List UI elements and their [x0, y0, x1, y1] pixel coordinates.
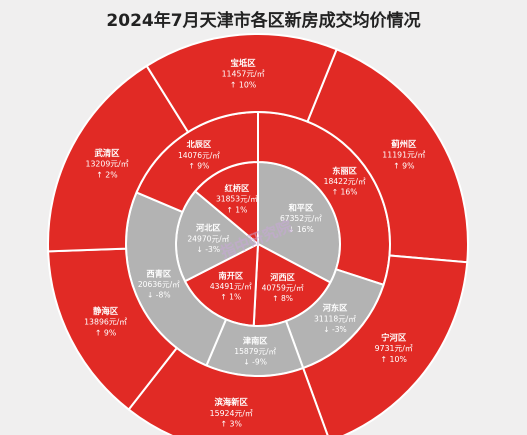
label-outer-3-district: 静海区	[93, 306, 119, 316]
label-inner-2-district: 南开区	[219, 270, 244, 280]
label-outer-1-change: ↑ 10%	[381, 355, 407, 364]
label-middle-0-price: 18422元/㎡	[324, 177, 366, 186]
slice-outer-0	[306, 47, 469, 264]
label-outer-0-district: 蓟州区	[390, 139, 417, 149]
label-outer-5-district: 宝坻区	[231, 58, 257, 68]
label-inner-0-price: 67352元/㎡	[280, 214, 322, 223]
slice-outer-1	[301, 254, 469, 435]
label-inner-1-change: ↑ 8%	[272, 294, 293, 303]
label-inner-4-price: 31853元/㎡	[216, 195, 258, 204]
slices-layer	[47, 33, 469, 435]
label-middle-3-district: 西青区	[147, 269, 172, 279]
label-outer-5-price: 11457元/㎡	[222, 70, 265, 79]
label-outer-5-change: ↑ 10%	[230, 81, 256, 90]
label-inner-2-price: 43491元/㎡	[210, 282, 252, 291]
label-outer-3-price: 13896元/㎡	[84, 318, 127, 327]
label-middle-2-change: ↓ -9%	[243, 358, 267, 367]
label-middle-0-district: 东丽区	[332, 166, 357, 176]
label-middle-4-district: 北辰区	[187, 139, 212, 149]
label-middle-3-change: ↓ -8%	[147, 291, 171, 300]
label-outer-0-change: ↑ 9%	[393, 162, 414, 171]
label-outer-1-district: 宁河区	[381, 332, 407, 342]
label-outer-4-price: 13209元/㎡	[85, 160, 128, 169]
label-middle-3-price: 20636元/㎡	[138, 280, 180, 289]
label-middle-1-change: ↓ -3%	[323, 325, 347, 334]
label-middle-4-change: ↑ 9%	[188, 161, 209, 170]
label-middle-0-change: ↑ 16%	[332, 188, 358, 197]
label-middle-2-price: 15879元/㎡	[234, 347, 276, 356]
label-inner-3-change: ↓ -3%	[197, 245, 221, 254]
label-inner-3-district: 河北区	[195, 223, 221, 233]
label-inner-1-district: 河西区	[269, 272, 295, 282]
label-inner-0-district: 和平区	[288, 203, 314, 213]
label-outer-1-price: 9731元/㎡	[375, 344, 413, 353]
label-outer-2-change: ↑ 3%	[221, 420, 242, 429]
label-outer-0-price: 11191元/㎡	[382, 151, 425, 160]
label-middle-2-district: 津南区	[243, 335, 268, 345]
label-middle-4-price: 14076元/㎡	[178, 151, 220, 160]
label-outer-2-price: 15924元/㎡	[210, 409, 253, 418]
label-inner-4-change: ↑ 1%	[226, 205, 247, 214]
label-outer-3-change: ↑ 9%	[95, 328, 116, 337]
label-middle-1-price: 31118元/㎡	[314, 314, 356, 323]
label-middle-1-district: 河东区	[322, 303, 348, 313]
label-inner-0-change: ↓ 16%	[288, 225, 314, 234]
label-inner-3-price: 24970元/㎡	[187, 234, 229, 243]
label-inner-4-district: 红桥区	[225, 183, 250, 193]
label-outer-4-district: 武清区	[94, 148, 120, 158]
slice-outer-5	[145, 33, 338, 134]
label-inner-2-change: ↑ 1%	[220, 293, 241, 302]
label-outer-2-district: 滨海新区	[214, 397, 248, 407]
label-inner-1-price: 40759元/㎡	[262, 284, 304, 293]
chart-title: 2024年7月天津市各区新房成交均价情况	[106, 11, 421, 31]
label-outer-4-change: ↑ 2%	[96, 171, 117, 180]
